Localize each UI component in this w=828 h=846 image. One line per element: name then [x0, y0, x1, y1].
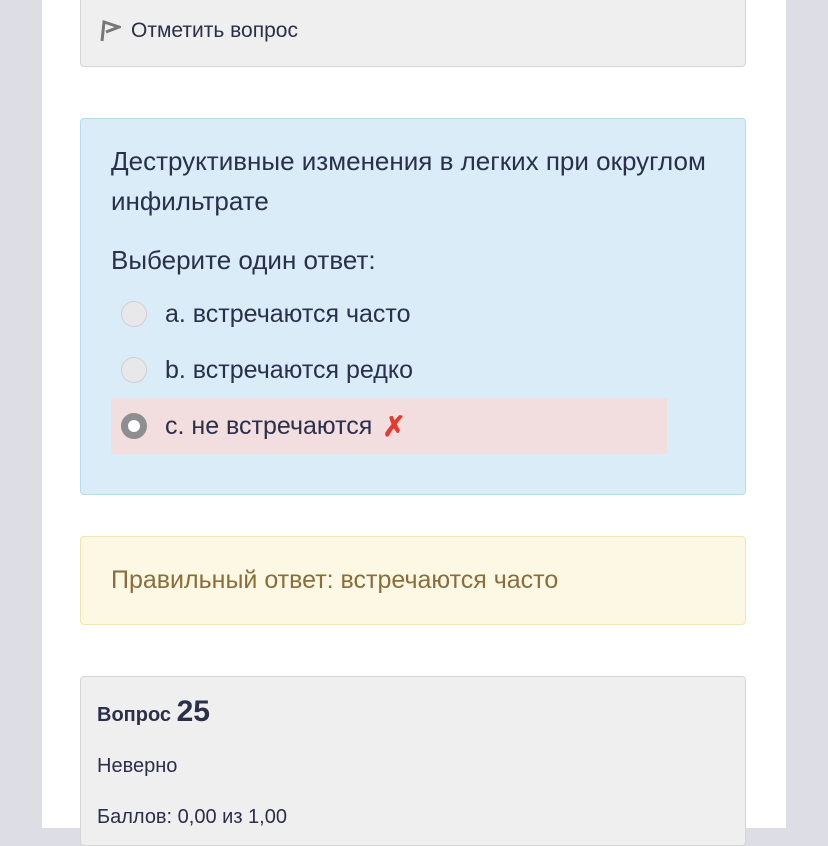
page: Отметить вопрос Деструктивные изменения … — [42, 0, 786, 846]
flag-question-button[interactable]: Отметить вопрос — [80, 0, 746, 67]
answer-option-b[interactable]: b. встречаются редко — [111, 342, 667, 398]
question-status: Неверно — [97, 755, 178, 777]
flag-icon — [100, 19, 121, 41]
question-number: Вопрос 25 — [97, 695, 210, 728]
answer-option-a[interactable]: a. встречаются часто — [111, 286, 667, 342]
correct-answer-text: Правильный ответ: встречаются часто — [111, 566, 559, 594]
option-label: c. не встречаются — [165, 411, 373, 440]
question-grade: Баллов: 0,00 из 1,00 — [97, 806, 287, 828]
option-label: a. встречаются часто — [165, 299, 411, 328]
question-panel: Деструктивные изменения в легких при окр… — [80, 118, 746, 495]
radio-button[interactable] — [121, 357, 147, 383]
question-info: Вопрос 25 Неверно Баллов: 0,00 из 1,00 — [80, 676, 746, 846]
answer-prompt: Выберите один ответ: — [111, 245, 376, 275]
option-label: b. встречаются редко — [165, 355, 413, 384]
radio-button[interactable] — [121, 301, 147, 327]
radio-button-selected[interactable] — [121, 413, 147, 439]
question-text: Деструктивные изменения в легких при окр… — [111, 146, 706, 216]
answer-option-c[interactable]: c. не встречаются ✗ — [111, 398, 667, 454]
incorrect-icon: ✗ — [382, 410, 406, 442]
flag-label: Отметить вопрос — [131, 18, 298, 42]
feedback-panel: Правильный ответ: встречаются часто — [80, 536, 746, 625]
